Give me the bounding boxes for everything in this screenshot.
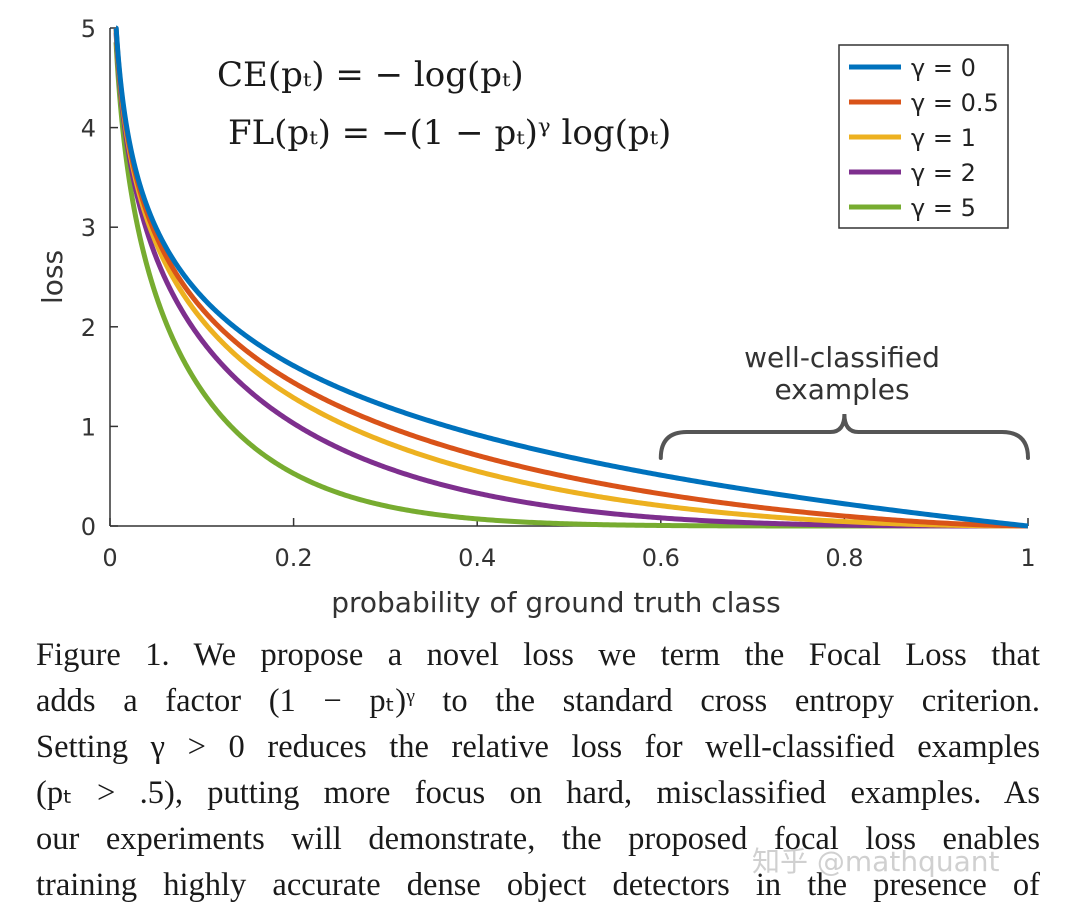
curve-gamma-0-5 (113, 25, 1029, 529)
legend-label: γ = 1 (911, 124, 976, 152)
fl-equation: FL(pₜ) = −(1 − pₜ)ᵞ log(pₜ) (228, 113, 671, 153)
annotation-line2: examples (774, 373, 909, 406)
curve-gamma-2 (113, 30, 1028, 529)
y-tick-label: 5 (81, 15, 96, 43)
x-tick-label: 0.4 (458, 544, 496, 572)
legend-label: γ = 0.5 (911, 89, 999, 117)
x-tick-label: 0.2 (275, 544, 313, 572)
x-tick-label: 0 (102, 544, 117, 572)
y-tick-label: 0 (81, 513, 96, 541)
caption-line: adds a factor (1 − pₜ)ᵞ to the standard … (36, 683, 1040, 719)
curve-gamma-0 (113, 25, 1029, 529)
chart-legend: γ = 0 γ = 0.5 γ = 1 γ = 2 γ = 5 (838, 44, 1009, 229)
y-tick-label: 2 (81, 314, 96, 342)
annotation-line1: well-classified (744, 341, 940, 374)
loss-curves (113, 25, 1029, 529)
y-axis-label: loss (36, 250, 69, 304)
watermark: 知乎 @mathquant (752, 845, 1000, 878)
y-tick-label: 4 (81, 115, 96, 143)
y-tick-label: 1 (81, 413, 96, 441)
caption-line: Figure 1. We propose a novel loss we ter… (36, 637, 1040, 673)
x-tick-label: 1 (1020, 544, 1035, 572)
x-tick-label: 0.8 (825, 544, 863, 572)
caption-line: (pₜ > .5), putting more focus on hard, m… (36, 775, 1040, 811)
well-classified-brace (658, 413, 1030, 460)
caption-line: Setting γ > 0 reduces the relative loss … (36, 729, 1040, 765)
chart-ticks: 0 0.2 0.4 0.6 0.8 1 0 1 2 3 4 5 (81, 15, 1036, 572)
legend-label: γ = 5 (911, 194, 976, 222)
caption-line: our experiments will demonstrate, the pr… (36, 821, 1040, 857)
y-tick-label: 3 (81, 214, 96, 242)
caption-line: training highly accurate dense object de… (36, 867, 1040, 903)
legend-label: γ = 0 (911, 54, 976, 82)
figure-caption: Figure 1. We propose a novel loss we ter… (36, 632, 1040, 908)
legend-label: γ = 2 (911, 159, 976, 187)
curve-gamma-1 (113, 27, 1028, 529)
ce-equation: CE(pₜ) = − log(pₜ) (217, 55, 524, 95)
x-tick-label: 0.6 (642, 544, 680, 572)
x-axis-label: probability of ground truth class (331, 586, 781, 619)
